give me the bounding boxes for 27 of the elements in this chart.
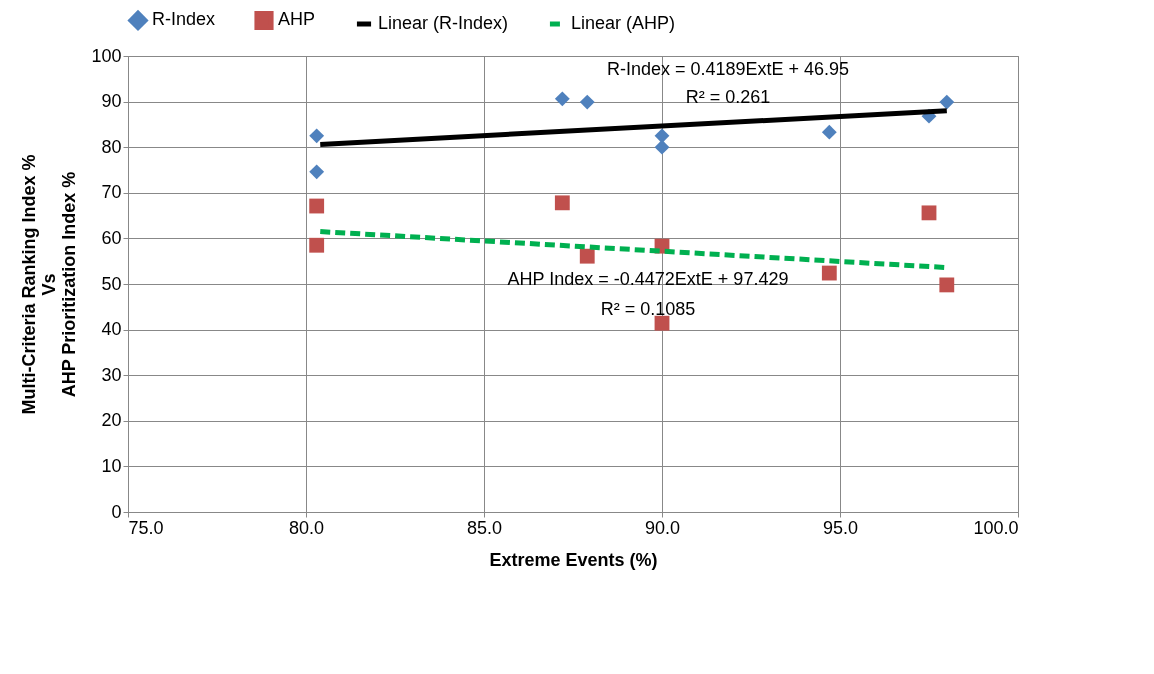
y-tick-label: 70 bbox=[101, 182, 122, 203]
y-tick-label: 0 bbox=[111, 501, 122, 522]
x-tick-label: 95.0 bbox=[822, 517, 859, 538]
legend-label: Linear (AHP) bbox=[571, 13, 676, 33]
x-tick-label: 75.0 bbox=[128, 517, 164, 538]
legend-label: AHP bbox=[278, 9, 316, 30]
y-tick-label: 20 bbox=[101, 410, 122, 431]
x-axis-title: Extreme Events (%) bbox=[489, 549, 658, 570]
y-tick-label: 40 bbox=[101, 319, 122, 340]
legend-label: R-Index bbox=[152, 9, 216, 30]
annotation: R² = 0.261 bbox=[685, 87, 771, 107]
annotation: R-Index = 0.4189ExtE + 46.95 bbox=[606, 59, 850, 79]
x-tick-label: 80.0 bbox=[288, 517, 325, 538]
y-tick-label: 90 bbox=[101, 91, 122, 112]
y-tick-label: 50 bbox=[101, 273, 122, 294]
x-tick-label: 100.0 bbox=[973, 517, 1019, 538]
annotation: AHP Index = -0.4472ExtE + 97.429 bbox=[507, 269, 789, 289]
x-tick-label: 85.0 bbox=[466, 517, 503, 538]
y-tick-label: 100 bbox=[91, 45, 122, 66]
y-tick-label: 60 bbox=[101, 227, 122, 248]
x-tick-label: 90.0 bbox=[644, 517, 681, 538]
legend-label: Linear (R-Index) bbox=[378, 13, 509, 33]
y-tick-label: 10 bbox=[101, 455, 122, 476]
y-tick-label: 80 bbox=[101, 136, 122, 157]
y-tick-label: 30 bbox=[101, 364, 122, 385]
annotation: R² = 0.1085 bbox=[600, 299, 696, 319]
y-axis-title: Multi-Criteria Ranking Index % Vs AHP Prioritization Index % bbox=[19, 154, 80, 415]
